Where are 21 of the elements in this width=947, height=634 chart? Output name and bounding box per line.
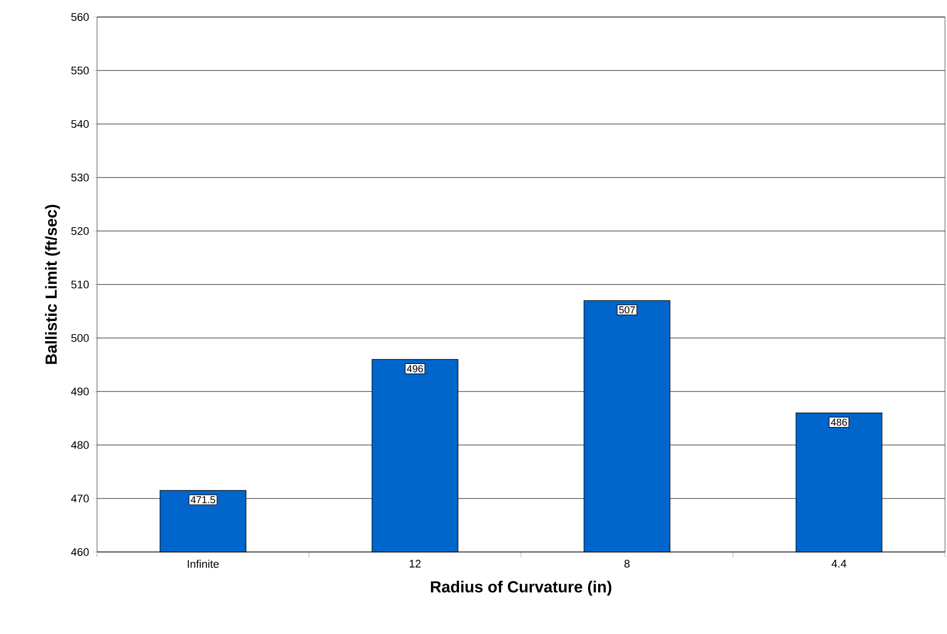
x-tick-label: 4.4 — [832, 560, 846, 568]
y-tick-label: 520 — [71, 227, 89, 235]
y-tick-label: 490 — [71, 388, 89, 396]
y-axis-title: Ballistic Limit (ft/sec) — [45, 204, 60, 364]
x-tick-label: 12 — [410, 560, 421, 568]
x-tick-label: 8 — [624, 560, 630, 568]
y-tick-label: 530 — [71, 174, 89, 182]
data-label: 486 — [830, 418, 847, 426]
y-tick-label: 550 — [71, 66, 89, 74]
data-label: 496 — [406, 365, 423, 372]
y-tick-label: 470 — [71, 494, 89, 502]
y-tick-label: 480 — [71, 441, 89, 449]
y-tick-label: 540 — [71, 120, 89, 128]
y-tick-label: 460 — [71, 548, 89, 556]
data-label: 471.5 — [190, 496, 216, 504]
y-tick-label: 510 — [71, 280, 89, 288]
y-tick-label: 560 — [71, 13, 89, 21]
x-axis-title: Radius of Curvature (in) — [430, 580, 612, 596]
x-tick-label: Infinite — [188, 560, 219, 568]
y-tick-label: 500 — [71, 334, 89, 342]
data-label: 507 — [619, 306, 635, 314]
